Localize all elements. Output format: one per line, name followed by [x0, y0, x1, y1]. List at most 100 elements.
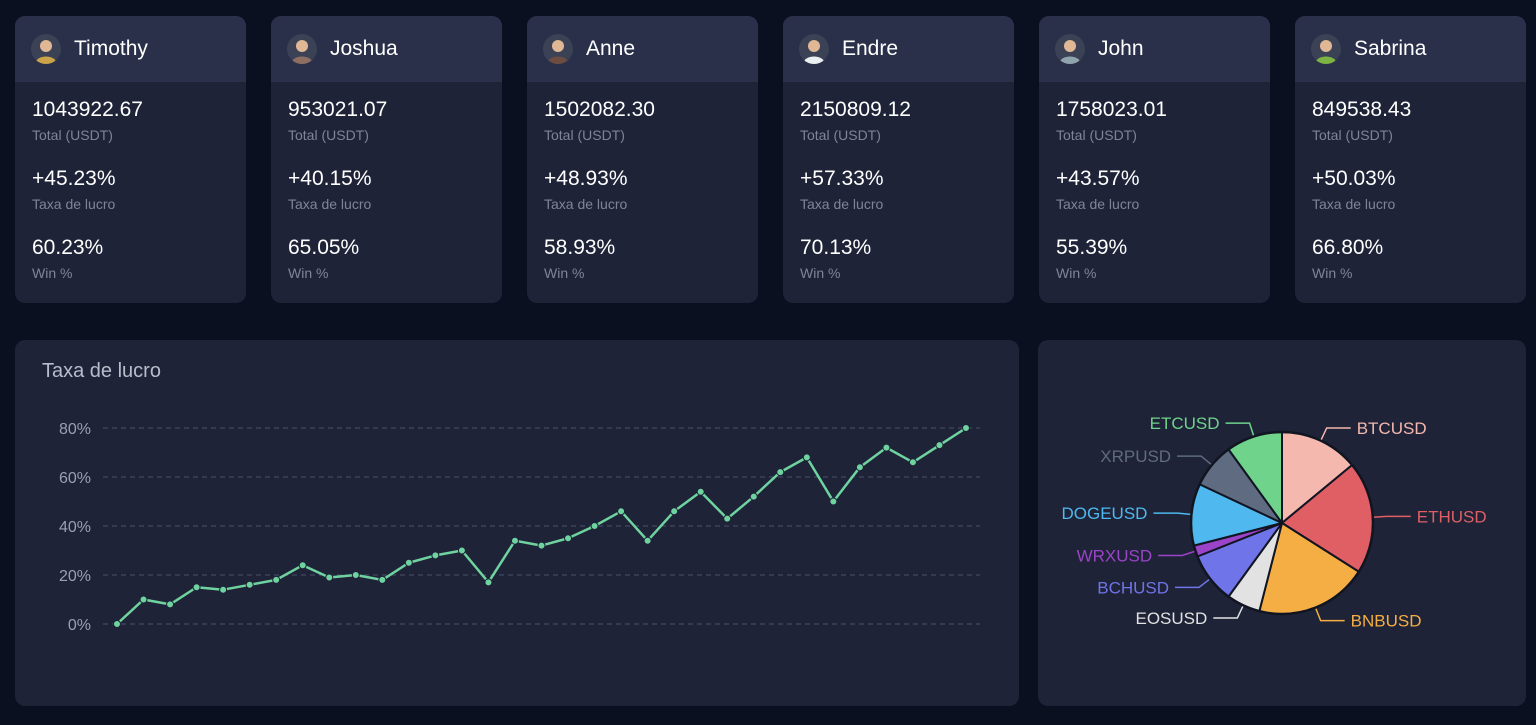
pie-label: ETHUSD — [1417, 507, 1487, 526]
y-tick-label: 20% — [59, 568, 91, 585]
trader-avatar[interactable] — [799, 34, 829, 64]
data-point[interactable] — [272, 575, 281, 584]
person-avatar-icon — [1055, 34, 1085, 64]
profit-label: Taxa de lucro — [32, 196, 116, 212]
trader-avatar[interactable] — [543, 34, 573, 64]
trader-avatar[interactable] — [1055, 34, 1085, 64]
data-point[interactable] — [404, 558, 413, 567]
trader-card-header: Timothy — [15, 16, 246, 82]
data-point[interactable] — [935, 441, 944, 450]
trader-name: Endre — [842, 37, 899, 60]
trader-card-header: Sabrina — [1295, 16, 1526, 82]
data-point[interactable] — [192, 583, 201, 592]
win-stat: 60.23% Win % — [32, 234, 246, 282]
profit-value: +43.57% — [1056, 167, 1140, 190]
data-point[interactable] — [245, 580, 254, 589]
total-stat: 1043922.67 Total (USDT) — [32, 96, 246, 144]
data-point[interactable] — [325, 573, 334, 582]
data-point[interactable] — [855, 463, 864, 472]
data-point[interactable] — [829, 497, 838, 506]
data-point[interactable] — [219, 585, 228, 594]
win-value: 65.05% — [288, 236, 360, 259]
data-point[interactable] — [723, 514, 732, 523]
profit-label: Taxa de lucro — [544, 196, 628, 212]
pie-leader-line — [1319, 427, 1351, 443]
pie-leader-line — [1158, 549, 1198, 557]
trader-card[interactable]: Anne 1502082.30 Total (USDT) +48.93% Tax… — [527, 16, 758, 303]
data-point[interactable] — [802, 453, 811, 462]
trader-cards: Timothy 1043922.67 Total (USDT) +45.23% … — [15, 16, 1526, 303]
win-label: Win % — [1312, 265, 1353, 281]
total-value: 953021.07 — [288, 98, 388, 121]
trader-card[interactable]: Sabrina 849538.43 Total (USDT) +50.03% T… — [1295, 16, 1526, 303]
profit-stat: +40.15% Taxa de lucro — [288, 165, 502, 213]
data-point[interactable] — [431, 551, 440, 560]
data-point[interactable] — [617, 507, 626, 516]
pie-label: ETCUSD — [1150, 414, 1220, 433]
line-chart-title: Taxa de lucro — [42, 360, 161, 382]
total-value: 1758023.01 — [1056, 98, 1167, 121]
total-label: Total (USDT) — [1312, 127, 1393, 143]
data-point[interactable] — [457, 546, 466, 555]
total-stat: 953021.07 Total (USDT) — [288, 96, 502, 144]
total-value: 1502082.30 — [544, 98, 655, 121]
trader-card[interactable]: Endre 2150809.12 Total (USDT) +57.33% Ta… — [783, 16, 1014, 303]
data-point[interactable] — [537, 541, 546, 550]
profit-value: +57.33% — [800, 167, 884, 190]
trader-card[interactable]: John 1758023.01 Total (USDT) +43.57% Tax… — [1039, 16, 1270, 303]
data-point[interactable] — [749, 492, 758, 501]
data-point[interactable] — [643, 536, 652, 545]
data-point[interactable] — [351, 571, 360, 579]
trader-card-header: Endre — [783, 16, 1014, 82]
trader-avatar[interactable] — [287, 34, 317, 64]
profit-stat: +57.33% Taxa de lucro — [800, 165, 1014, 213]
total-value: 2150809.12 — [800, 98, 911, 121]
profit-line-chart-panel: Taxa de lucro 0% 20% 40% 60% 80% — [15, 340, 1019, 706]
y-tick-label: 60% — [59, 470, 91, 487]
trader-card[interactable]: Joshua 953021.07 Total (USDT) +40.15% Ta… — [271, 16, 502, 303]
data-point[interactable] — [882, 443, 891, 452]
pie-label: BCHUSD — [1097, 578, 1169, 597]
pie-label: EOSUSD — [1135, 609, 1207, 628]
win-stat: 55.39% Win % — [1056, 234, 1270, 282]
trader-card-header: Joshua — [271, 16, 502, 82]
data-point[interactable] — [484, 578, 493, 587]
total-label: Total (USDT) — [32, 127, 113, 143]
data-point[interactable] — [113, 620, 121, 628]
pie-leader-line — [1177, 455, 1214, 467]
profit-label: Taxa de lucro — [800, 196, 884, 212]
data-point[interactable] — [139, 595, 148, 604]
data-point[interactable] — [510, 536, 519, 545]
pie-outline — [1189, 430, 1375, 616]
pie-label: DOGEUSD — [1061, 504, 1147, 523]
data-point[interactable] — [378, 575, 387, 584]
total-value: 849538.43 — [1312, 98, 1412, 121]
trader-name: Sabrina — [1354, 37, 1427, 60]
trader-avatar[interactable] — [31, 34, 61, 64]
y-tick-label: 80% — [59, 421, 91, 438]
pie-chart: BTCUSD ETHUSD BNBUSD EOSUSD BCHUSD WRXUSD DOGE… — [1061, 414, 1487, 630]
profit-value: +40.15% — [288, 167, 372, 190]
trader-avatar[interactable] — [1311, 34, 1341, 64]
total-stat: 849538.43 Total (USDT) — [1312, 96, 1526, 144]
pie-leader-line — [1225, 422, 1256, 439]
trader-card[interactable]: Timothy 1043922.67 Total (USDT) +45.23% … — [15, 16, 246, 303]
pie-leader-line — [1175, 576, 1213, 589]
y-tick-label: 0% — [68, 617, 91, 634]
win-label: Win % — [800, 265, 841, 281]
data-point[interactable] — [298, 561, 307, 570]
win-stat: 70.13% Win % — [800, 234, 1014, 282]
total-value: 1043922.67 — [32, 98, 143, 121]
data-point[interactable] — [696, 487, 705, 496]
data-point[interactable] — [670, 507, 679, 516]
trader-name: Timothy — [74, 37, 148, 60]
data-point[interactable] — [166, 600, 175, 609]
pie-leader-line — [1314, 605, 1345, 622]
data-point[interactable] — [962, 424, 970, 432]
data-point[interactable] — [564, 534, 573, 543]
data-point[interactable] — [776, 468, 785, 477]
win-value: 58.93% — [544, 236, 616, 259]
trader-name: Joshua — [330, 37, 398, 60]
data-point[interactable] — [908, 458, 917, 467]
data-point[interactable] — [590, 522, 599, 530]
